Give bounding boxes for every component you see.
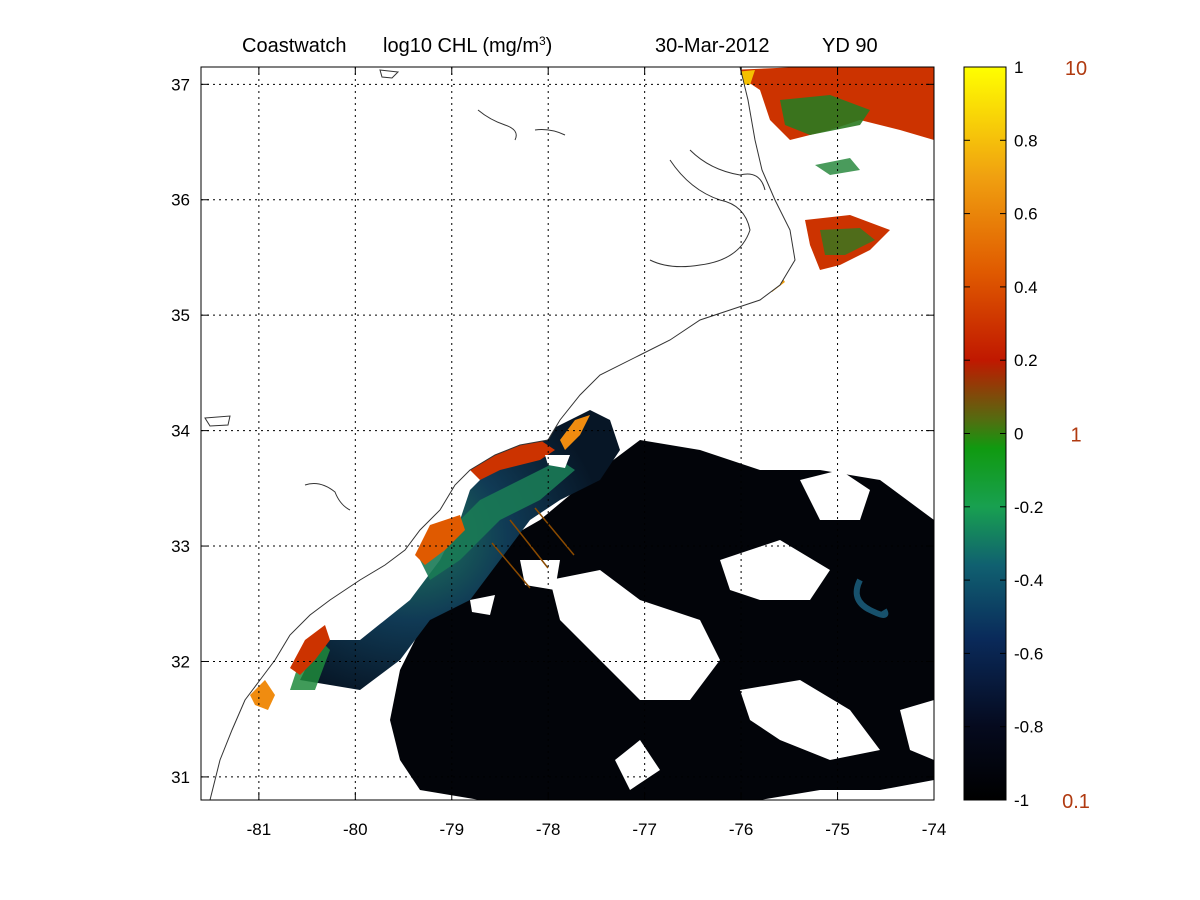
lake-gaston — [477, 109, 517, 141]
coastal-bloom-cape-fear — [560, 415, 590, 450]
x-tick-label: -79 — [439, 820, 464, 839]
colorbar-tick-label: -0.8 — [1014, 718, 1043, 737]
y-tick-label: 36 — [171, 191, 190, 210]
colorbar-tick-label: -0.2 — [1014, 498, 1043, 517]
x-tick-label: -80 — [343, 820, 368, 839]
x-tick-label: -74 — [922, 820, 947, 839]
x-tick-label: -81 — [247, 820, 272, 839]
x-tick-label: -78 — [536, 820, 561, 839]
bloom-shelf-north — [815, 158, 860, 175]
map-panel — [201, 67, 934, 800]
colorbar-tick-label: 0.4 — [1014, 278, 1038, 297]
albemarle-sound — [689, 149, 766, 191]
colorbar-tick-label: -0.6 — [1014, 644, 1043, 663]
colorbar-tick-label: -0.4 — [1014, 571, 1043, 590]
latitude-tick-labels: 31 32 33 34 35 36 37 — [171, 75, 190, 787]
x-tick-label: -77 — [632, 820, 657, 839]
inland-lake — [379, 69, 400, 79]
colorbar-concentration-labels: 10 1 0.1 — [1062, 58, 1090, 813]
longitude-tick-labels: -81 -80 -79 -78 -77 -76 -75 -74 — [247, 820, 947, 839]
colorbar-log-labels: 1 0.8 0.6 0.4 0.2 0 -0.2 -0.4 -0.6 -0.8 -1 — [1014, 58, 1043, 810]
concentration-label: 0.1 — [1062, 791, 1090, 813]
title-date: 30-Mar-2012 — [655, 35, 770, 57]
x-tick-label: -76 — [729, 820, 754, 839]
concentration-label: 10 — [1065, 58, 1087, 80]
inland-lake-west — [204, 415, 231, 427]
map-tick-marks — [201, 67, 935, 800]
colorbar-tick-label: 0.2 — [1014, 351, 1038, 370]
y-tick-label: 35 — [171, 306, 190, 325]
cloud-mask — [470, 455, 934, 790]
coastal-bloom-georgetown — [415, 515, 465, 565]
coastal-bloom-charleston — [290, 625, 330, 675]
bloom-chesapeake-green — [780, 95, 870, 135]
coastal-bloom-savannah — [250, 680, 275, 710]
y-tick-label: 32 — [171, 652, 190, 671]
colorbar-tick-label: 0.6 — [1014, 205, 1038, 224]
y-tick-label: 31 — [171, 768, 190, 787]
graticule — [201, 67, 934, 800]
land-mass — [201, 67, 796, 800]
shelf-green-band-2 — [420, 460, 575, 580]
colorbar-ticks — [964, 66, 1006, 801]
title-yearday: YD 90 — [822, 35, 878, 57]
y-tick-label: 37 — [171, 75, 190, 94]
x-tick-label: -75 — [825, 820, 850, 839]
colorbar-tick-label: -1 — [1014, 791, 1029, 810]
title-product: Coastwatch — [242, 35, 347, 57]
coastal-bloom-long-bay — [470, 440, 555, 480]
colorbar — [964, 67, 1006, 800]
y-tick-label: 33 — [171, 537, 190, 556]
concentration-label: 1 — [1070, 425, 1081, 447]
title-variable: log10 CHL (mg/m3) — [383, 34, 552, 57]
y-tick-label: 34 — [171, 422, 190, 441]
map-frame — [200, 66, 935, 801]
colorbar-tick-label: 0 — [1014, 425, 1023, 444]
colorbar-tick-label: 0.8 — [1014, 131, 1038, 150]
transect-lines — [491, 507, 575, 589]
pamlico-sound — [649, 159, 751, 268]
kerr-lake — [534, 129, 566, 136]
map-title: Coastwatch log10 CHL (mg/m3) 30-Mar-2012… — [242, 34, 878, 57]
gulf-stream-filament — [853, 578, 889, 618]
colorbar-tick-label: 1 — [1014, 58, 1023, 77]
lake-marion — [304, 483, 351, 511]
bloom-hatteras-green — [820, 228, 875, 255]
